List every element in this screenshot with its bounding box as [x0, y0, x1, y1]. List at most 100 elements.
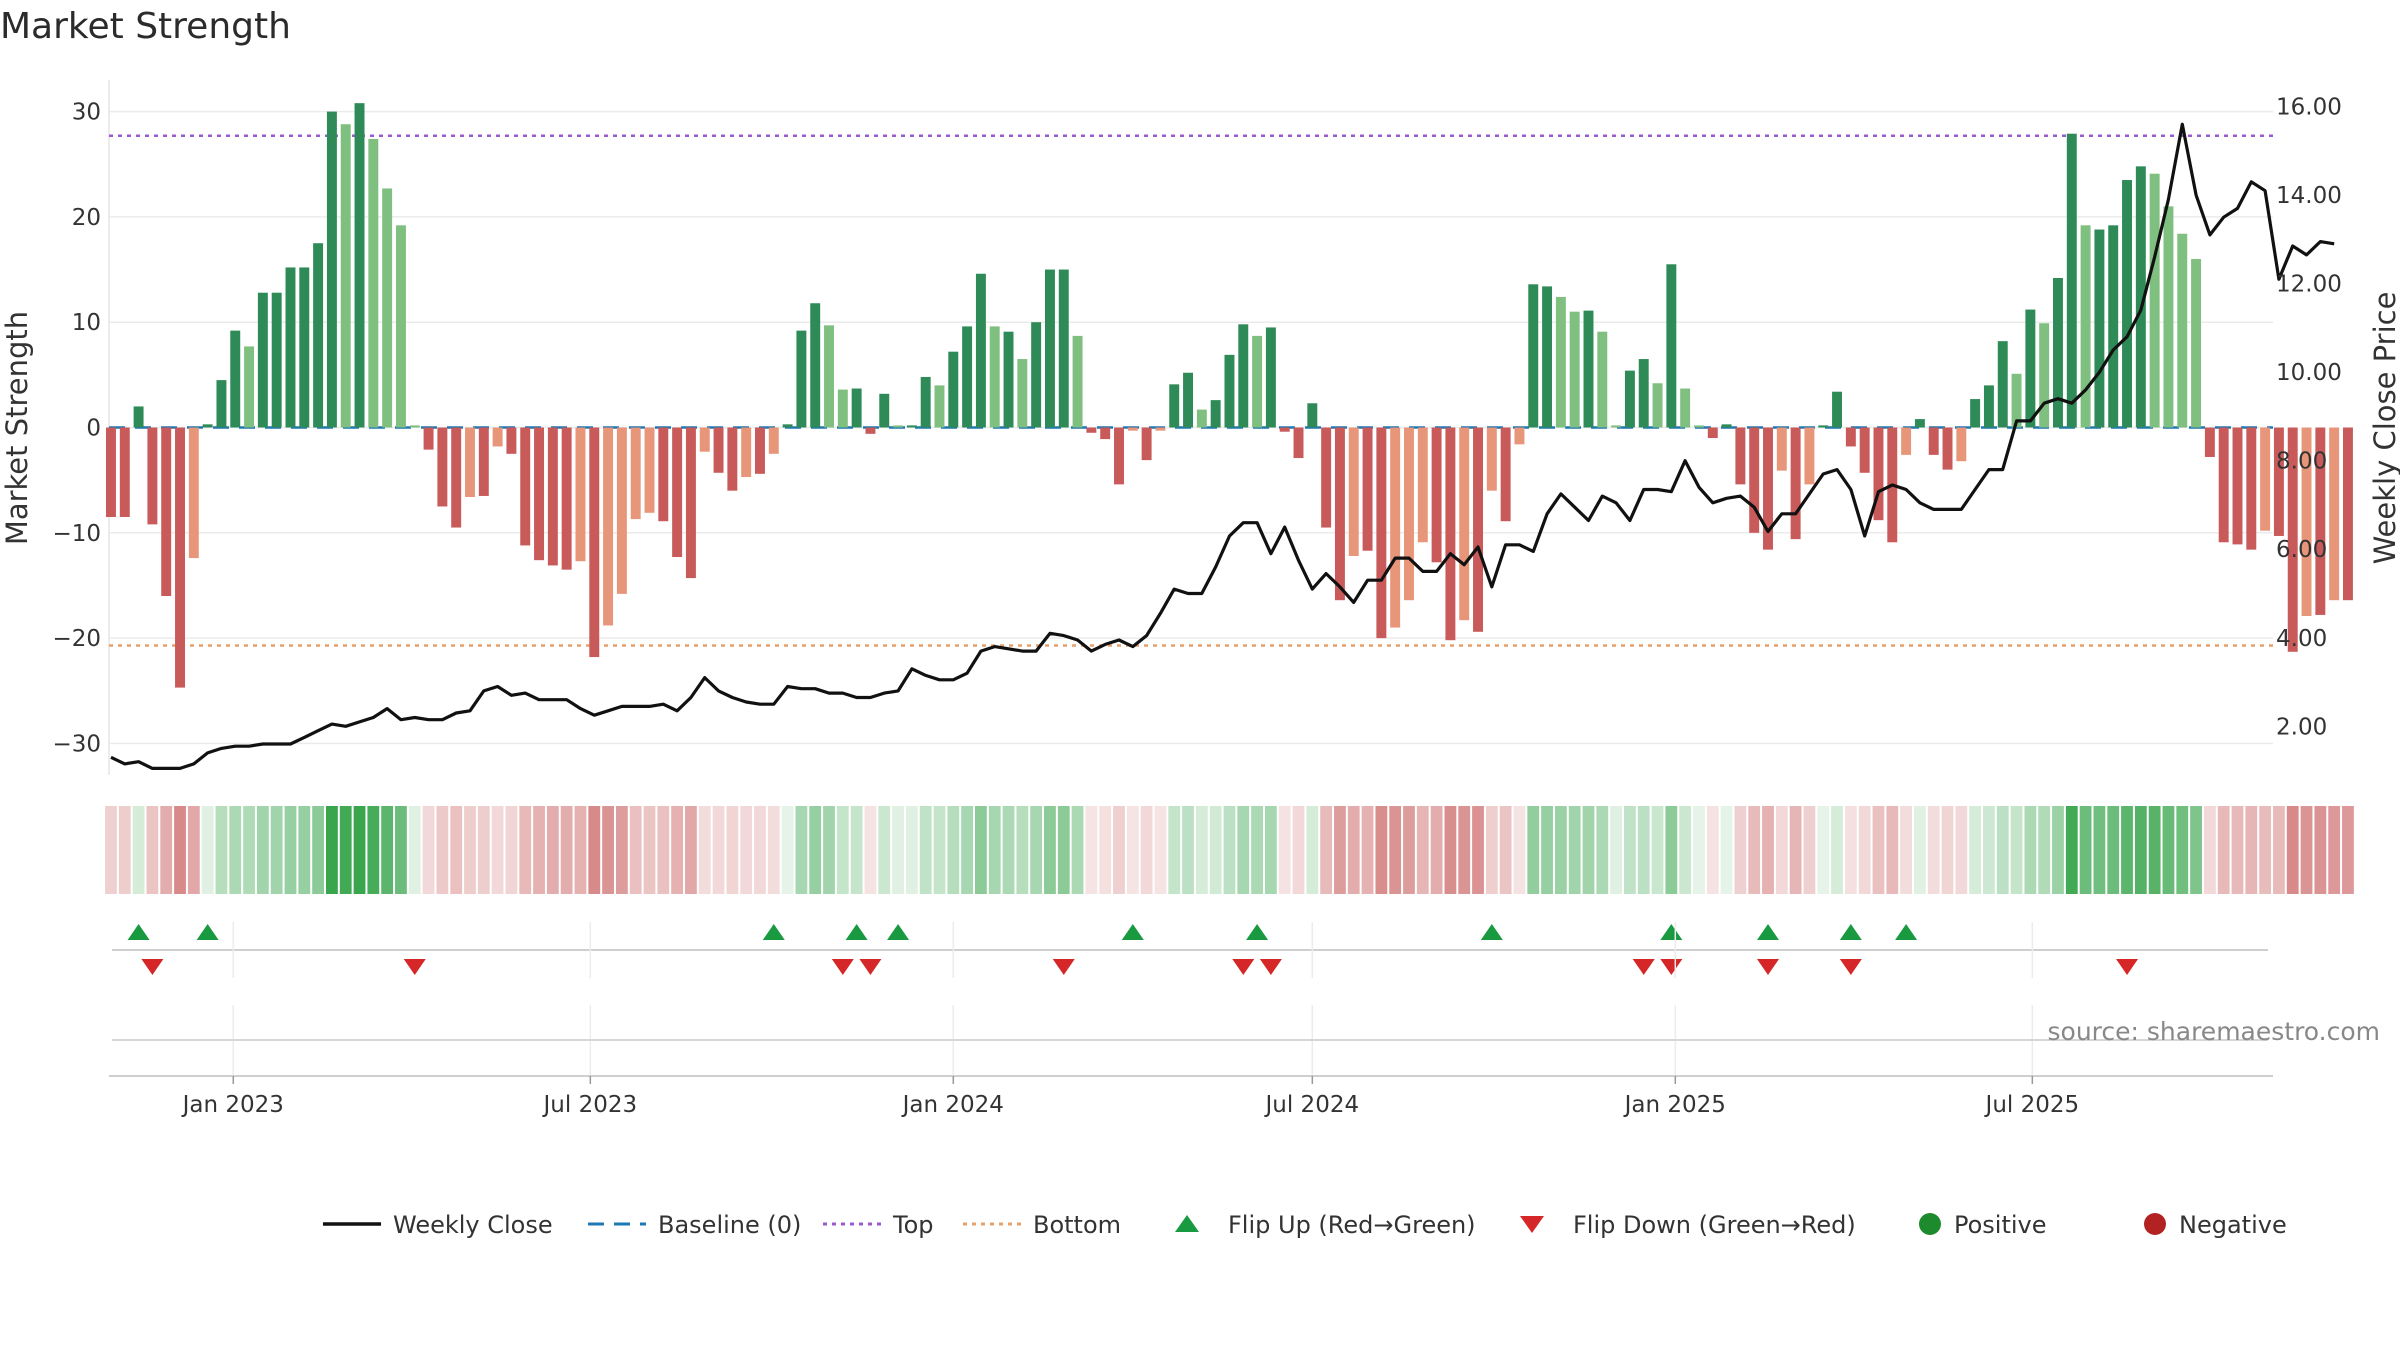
legend-item: Baseline (0) — [588, 1211, 801, 1239]
chart-title: Market Strength — [0, 6, 291, 47]
strength-bar — [837, 389, 848, 428]
y-tick-right: 8.00 — [2276, 449, 2327, 475]
strength-bar — [2204, 427, 2215, 457]
flip-down-marker — [1259, 959, 1282, 975]
strength-bar — [1404, 427, 1414, 601]
strength-bar — [1044, 269, 1055, 428]
strength-bar — [340, 124, 351, 428]
strength-bar — [1928, 427, 1939, 455]
strength-bar — [534, 427, 545, 561]
heat-cell — [1320, 806, 1333, 894]
heat-cell — [1113, 806, 1125, 894]
strength-bar — [1790, 427, 1801, 540]
strength-bar — [2246, 427, 2257, 550]
strength-bar — [879, 393, 890, 428]
strength-bar — [244, 346, 255, 428]
heat-cell — [2259, 806, 2272, 894]
legend-label: Flip Up (Red→Green) — [1228, 1211, 1476, 1239]
strength-bar — [1031, 322, 1042, 428]
strength-bar — [906, 425, 917, 428]
strength-bar — [1776, 427, 1787, 471]
legend-label: Negative — [2179, 1211, 2287, 1239]
strength-bar — [603, 427, 614, 626]
strength-bar — [492, 427, 503, 447]
heat-cell — [1706, 806, 1719, 894]
heat-cell — [326, 806, 338, 894]
heat-cell — [823, 806, 835, 894]
heat-cell — [298, 806, 311, 894]
heat-cell — [2065, 806, 2078, 894]
heat-cell — [1237, 806, 1250, 894]
strength-bar — [1376, 427, 1387, 639]
weekly-close-series — [110, 122, 2335, 771]
empty-lower-panel — [109, 922, 2273, 1077]
flip-down-marker — [1052, 959, 1075, 975]
strength-bar — [824, 325, 834, 428]
legend-label: Weekly Close — [393, 1211, 553, 1239]
flip-down-marker — [1632, 959, 1655, 975]
heat-cell — [1817, 806, 1830, 894]
strength-bar — [1183, 372, 1194, 428]
heat-cell — [1762, 806, 1774, 894]
heat-cell — [1485, 806, 1498, 894]
strength-bar — [1072, 335, 1083, 428]
heat-cell — [1831, 806, 1843, 894]
heat-cell — [864, 806, 877, 894]
y-tick-left: −30 — [52, 731, 101, 757]
heat-cell — [284, 806, 297, 894]
strength-bar — [1003, 331, 1014, 428]
strength-bar — [1528, 284, 1539, 428]
strength-bar — [161, 427, 172, 596]
strength-bar — [1997, 341, 2008, 428]
strength-bar — [2218, 427, 2229, 543]
heat-cell — [988, 806, 1001, 894]
strength-bar — [975, 273, 986, 428]
strength-bar — [2094, 229, 2105, 428]
heat-cell — [1430, 806, 1443, 894]
flip-markers-panel — [112, 924, 2268, 975]
heat-cell — [892, 806, 904, 894]
flip-up-marker — [1660, 924, 1683, 940]
strength-bar — [1749, 427, 1760, 533]
heat-cell — [367, 806, 380, 894]
heat-cell — [671, 806, 684, 894]
heat-cell — [1582, 806, 1595, 894]
heat-cell — [1610, 806, 1623, 894]
y-tick-right: 12.00 — [2276, 272, 2342, 298]
strength-bar — [1942, 427, 1953, 470]
x-tick-label: Jan 2024 — [901, 1092, 1004, 1118]
strength-bar — [395, 225, 406, 428]
strength-bar — [1141, 427, 1152, 461]
strength-bar — [202, 424, 213, 428]
heat-cell — [1458, 806, 1471, 894]
legend-swatch-circle — [2144, 1213, 2166, 1235]
strength-bar — [1252, 335, 1263, 428]
strength-bar — [1293, 427, 1304, 459]
heat-cell — [698, 806, 711, 894]
strength-bar — [2177, 233, 2188, 428]
flip-down-marker — [1839, 959, 1862, 975]
heat-cell — [1886, 806, 1899, 894]
heat-cell — [201, 806, 214, 894]
heat-cell — [1596, 806, 1609, 894]
heat-cell — [615, 806, 628, 894]
strength-bar — [575, 427, 586, 562]
strength-bar — [423, 427, 434, 450]
strength-bar — [1666, 264, 1677, 428]
strength-bar — [368, 138, 379, 428]
strength-bar — [727, 427, 738, 491]
strength-bars — [106, 103, 2353, 688]
strength-bar — [1721, 424, 1732, 428]
heat-cell — [395, 806, 407, 894]
strength-bar — [934, 385, 945, 428]
heat-cell — [256, 806, 269, 894]
heat-cell — [1775, 806, 1788, 894]
strength-bar — [313, 243, 324, 428]
heat-cell — [450, 806, 463, 894]
strength-bar — [1390, 427, 1401, 628]
legend: Weekly Close Baseline (0) Top Bottom Flip Up… — [323, 1211, 2287, 1239]
strength-bar — [2108, 225, 2119, 428]
legend-item: Flip Down (Green→Red) — [1520, 1211, 1856, 1239]
strength-bar — [1127, 427, 1138, 431]
strength-bar — [1611, 425, 1622, 428]
